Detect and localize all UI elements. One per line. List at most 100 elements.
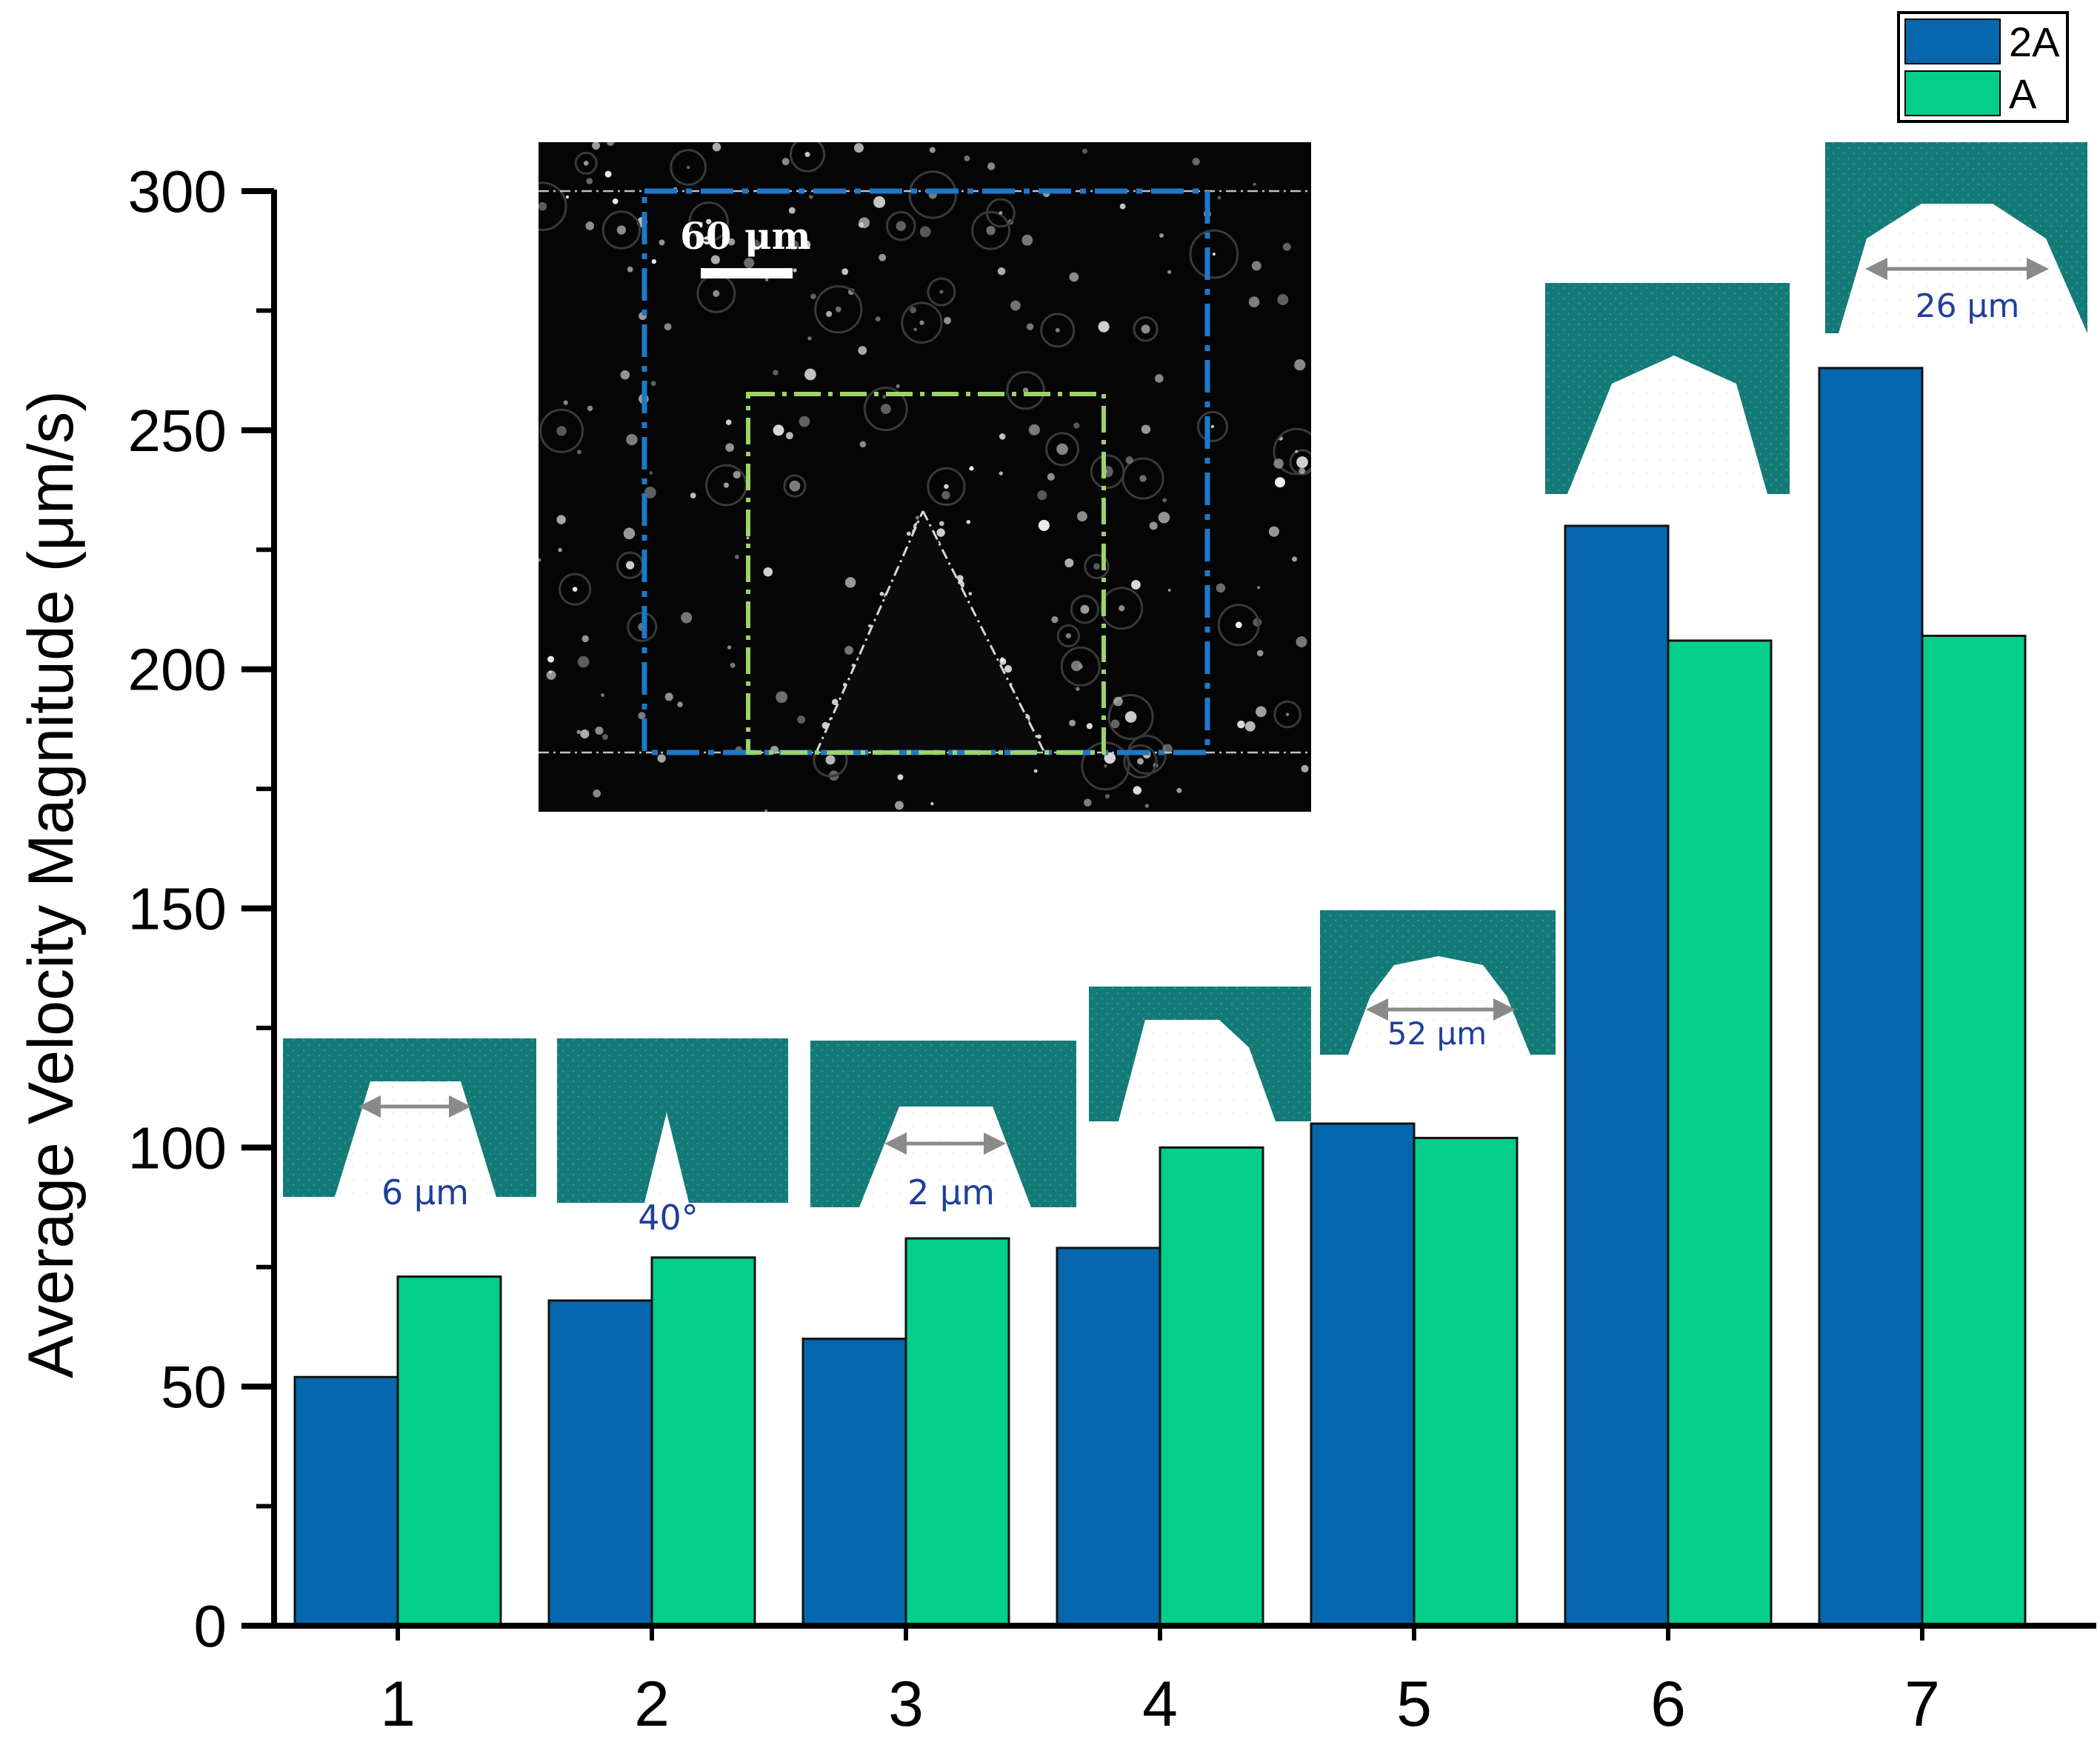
particle [1069,272,1079,282]
particle-ring [1056,624,1081,648]
bar-A-3 [904,1237,1010,1627]
bar-A-2 [650,1256,756,1627]
particle-ring [971,210,1011,250]
particle [580,729,590,739]
particle [910,307,917,313]
x-tick-label-6: 6 [1650,1669,1686,1740]
particle [1076,687,1080,691]
particle [1158,511,1170,524]
particle [627,266,633,273]
particle [873,196,886,208]
particle [638,712,646,720]
particle [853,143,864,153]
particle [1119,605,1125,612]
particle-ring [1123,744,1158,779]
particle-ring [1006,370,1045,410]
particle [789,480,801,492]
particle [733,470,741,479]
particle [1256,706,1267,718]
particle [651,258,657,264]
particle [1286,713,1290,716]
particle [1235,621,1242,629]
particle [1141,424,1151,434]
particle [1110,719,1120,729]
particle [906,531,911,536]
particle [1192,157,1200,166]
particle-ring [885,210,916,241]
particle-ring [688,201,729,242]
particle [1294,359,1306,371]
particle [1004,664,1013,673]
particle [1010,300,1021,311]
particle [919,226,931,238]
particle [601,693,604,698]
particle [1248,296,1260,308]
particle [563,400,568,405]
particle [547,655,555,663]
y-tick-label-150: 150 [128,876,227,942]
particle [939,521,944,527]
particle-ring [574,151,598,175]
annotation-26um: 26 μm [1916,287,2020,325]
particle [1055,327,1060,333]
x-tick-label-2: 2 [634,1669,670,1740]
particle [832,698,839,706]
particle [1301,764,1309,772]
particle [785,432,793,440]
particle [565,195,570,199]
particle [583,161,589,166]
particle [966,519,971,524]
particle [749,239,761,250]
particle [664,323,672,331]
particle-ring [783,474,807,498]
particle [986,225,996,236]
particle [1149,521,1158,530]
particle [999,471,1004,475]
geometry-inset-2 [557,1038,788,1203]
particle-ring [1273,427,1311,475]
particle [727,645,732,650]
particle [1064,558,1074,568]
particle [690,493,696,498]
particle [1176,787,1182,793]
particle [576,730,581,735]
particle [1077,511,1087,522]
particle [686,165,690,170]
particle [556,426,567,436]
particle [1212,253,1216,256]
particle-ring [986,198,1016,228]
particle-ring [1045,432,1080,467]
particle-ring [1273,700,1301,729]
bar-A-5 [1413,1136,1519,1627]
particle [793,268,797,273]
particle-ring [1196,410,1228,443]
particle [999,433,1006,440]
particle [677,701,683,707]
particle [657,754,666,763]
bar-2A-2 [547,1299,653,1627]
legend-swatch-2A [1904,19,2001,64]
particle [585,221,595,230]
particle [1253,182,1256,187]
particle [539,201,547,211]
particle [773,370,779,376]
particle [867,624,872,628]
particle [969,466,974,471]
legend-swatch-A [1904,70,2001,116]
particle-ring [1107,693,1154,740]
particle [1237,720,1245,729]
particle [844,646,853,655]
particle-ring [1189,229,1239,279]
particle [1026,323,1034,330]
particle [595,726,604,735]
particle [727,238,736,246]
particle [1154,374,1164,383]
particle [944,316,951,324]
particle [1028,424,1040,436]
particle [620,370,630,380]
legend-label-2A: 2A [2009,19,2060,65]
bar-2A-4 [1056,1247,1161,1627]
particle [706,218,712,224]
particle [1137,758,1144,765]
particle [576,450,581,455]
